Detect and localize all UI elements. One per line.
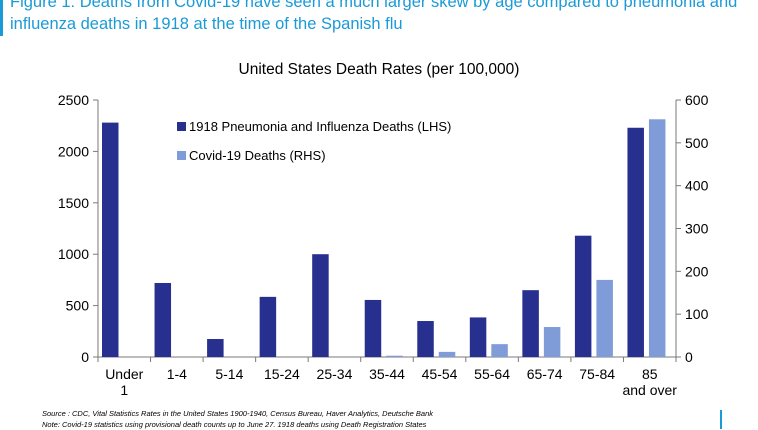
y-left-tick-label: 500 — [66, 298, 90, 314]
bar-1918-6 — [417, 321, 434, 357]
bar-1918-5 — [364, 299, 382, 357]
x-tick-label: 35-44 — [369, 366, 405, 382]
bar-covid-5 — [386, 355, 403, 357]
x-tick-label: 5-14 — [215, 366, 243, 382]
bar-covid-8 — [543, 327, 561, 357]
x-tick-label: 65-74 — [527, 366, 563, 382]
bar-covid-7 — [491, 344, 508, 357]
y-left-tick-label: 2500 — [58, 92, 89, 108]
chart-title: United States Death Rates (per 100,000) — [238, 61, 520, 78]
x-tick-label: Under — [105, 366, 143, 382]
bar-1918-8 — [522, 290, 539, 357]
y-left-tick-label: 0 — [81, 349, 89, 365]
x-tick-label: 55-64 — [474, 366, 510, 382]
legend-swatch-0 — [177, 122, 186, 131]
y-right-tick-label: 300 — [685, 221, 709, 237]
y-right-tick-label: 100 — [685, 306, 709, 322]
bar-1918-0 — [102, 122, 119, 357]
bar-1918-7 — [469, 317, 487, 357]
y-right-tick-label: 0 — [685, 349, 693, 365]
x-tick-label: 85 — [642, 366, 658, 382]
y-right-tick-label: 600 — [685, 92, 709, 108]
x-tick-label: 15-24 — [264, 366, 300, 382]
figure-title: Figure 1: Deaths from Covid-19 have seen… — [10, 0, 738, 33]
bar-1918-2 — [207, 339, 224, 357]
x-tick-label: and over — [622, 382, 677, 398]
source-note: Source : CDC, Vital Statistics Rates in … — [42, 409, 434, 418]
y-right-tick-label: 500 — [685, 135, 709, 151]
bar-covid-10 — [648, 119, 666, 358]
y-left-tick-label: 1500 — [58, 195, 89, 211]
legend-label-0: 1918 Pneumonia and Influenza Deaths (LHS… — [189, 119, 451, 134]
x-tick-label: 1-4 — [167, 366, 187, 382]
x-tick-label: 25-34 — [317, 366, 353, 382]
bar-covid-6 — [438, 351, 456, 357]
y-right-tick-label: 400 — [685, 178, 709, 194]
bar-1918-9 — [574, 235, 592, 357]
x-tick-label: 75-84 — [579, 366, 615, 382]
side-marker — [720, 410, 722, 429]
footnote: Note: Covid-19 statistics using provisio… — [42, 420, 427, 429]
bar-1918-3 — [259, 296, 277, 357]
bar-covid-9 — [596, 279, 613, 357]
y-left-tick-label: 1000 — [58, 246, 89, 262]
legend-swatch-1 — [177, 151, 186, 160]
x-tick-label: 1 — [120, 382, 128, 398]
x-tick-label: 45-54 — [422, 366, 458, 382]
accent-bar — [0, 0, 3, 36]
y-right-tick-label: 200 — [685, 263, 709, 279]
y-left-tick-label: 2000 — [58, 143, 89, 159]
bar-1918-1 — [154, 282, 172, 357]
bar-1918-10 — [627, 127, 644, 357]
legend-label-1: Covid-19 Deaths (RHS) — [189, 148, 326, 163]
bar-1918-4 — [312, 254, 329, 357]
